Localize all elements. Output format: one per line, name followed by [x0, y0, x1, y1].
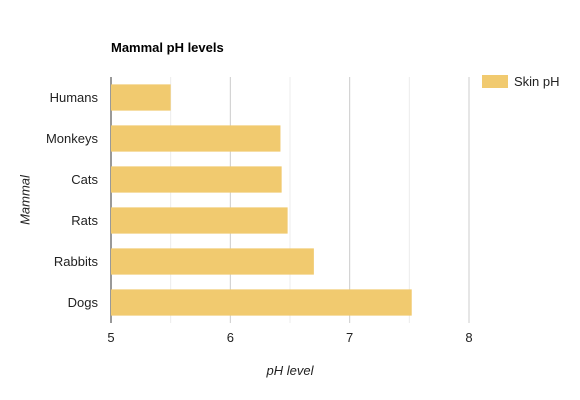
- y-tick-label: Rabbits: [54, 254, 99, 269]
- bar: [111, 166, 282, 193]
- x-axis-title: pH level: [266, 363, 314, 378]
- y-axis-title: Mammal: [17, 175, 33, 225]
- chart-legend: Skin pH: [482, 74, 560, 89]
- x-tick-label: 6: [227, 330, 234, 345]
- bar: [111, 248, 314, 275]
- y-tick-label: Dogs: [68, 295, 99, 310]
- x-tick-label: 7: [346, 330, 353, 345]
- legend-swatch: [482, 75, 508, 88]
- chart-title: Mammal pH levels: [111, 40, 224, 55]
- bar: [111, 207, 288, 234]
- x-tick-label: 8: [465, 330, 472, 345]
- y-tick-label: Monkeys: [46, 131, 99, 146]
- legend-label: Skin pH: [514, 74, 560, 89]
- bar: [111, 125, 281, 152]
- bar: [111, 84, 171, 111]
- y-tick-label: Cats: [71, 172, 98, 187]
- bar: [111, 289, 412, 316]
- y-tick-label: Humans: [50, 90, 99, 105]
- y-tick-label: Rats: [71, 213, 98, 228]
- x-tick-label: 5: [107, 330, 114, 345]
